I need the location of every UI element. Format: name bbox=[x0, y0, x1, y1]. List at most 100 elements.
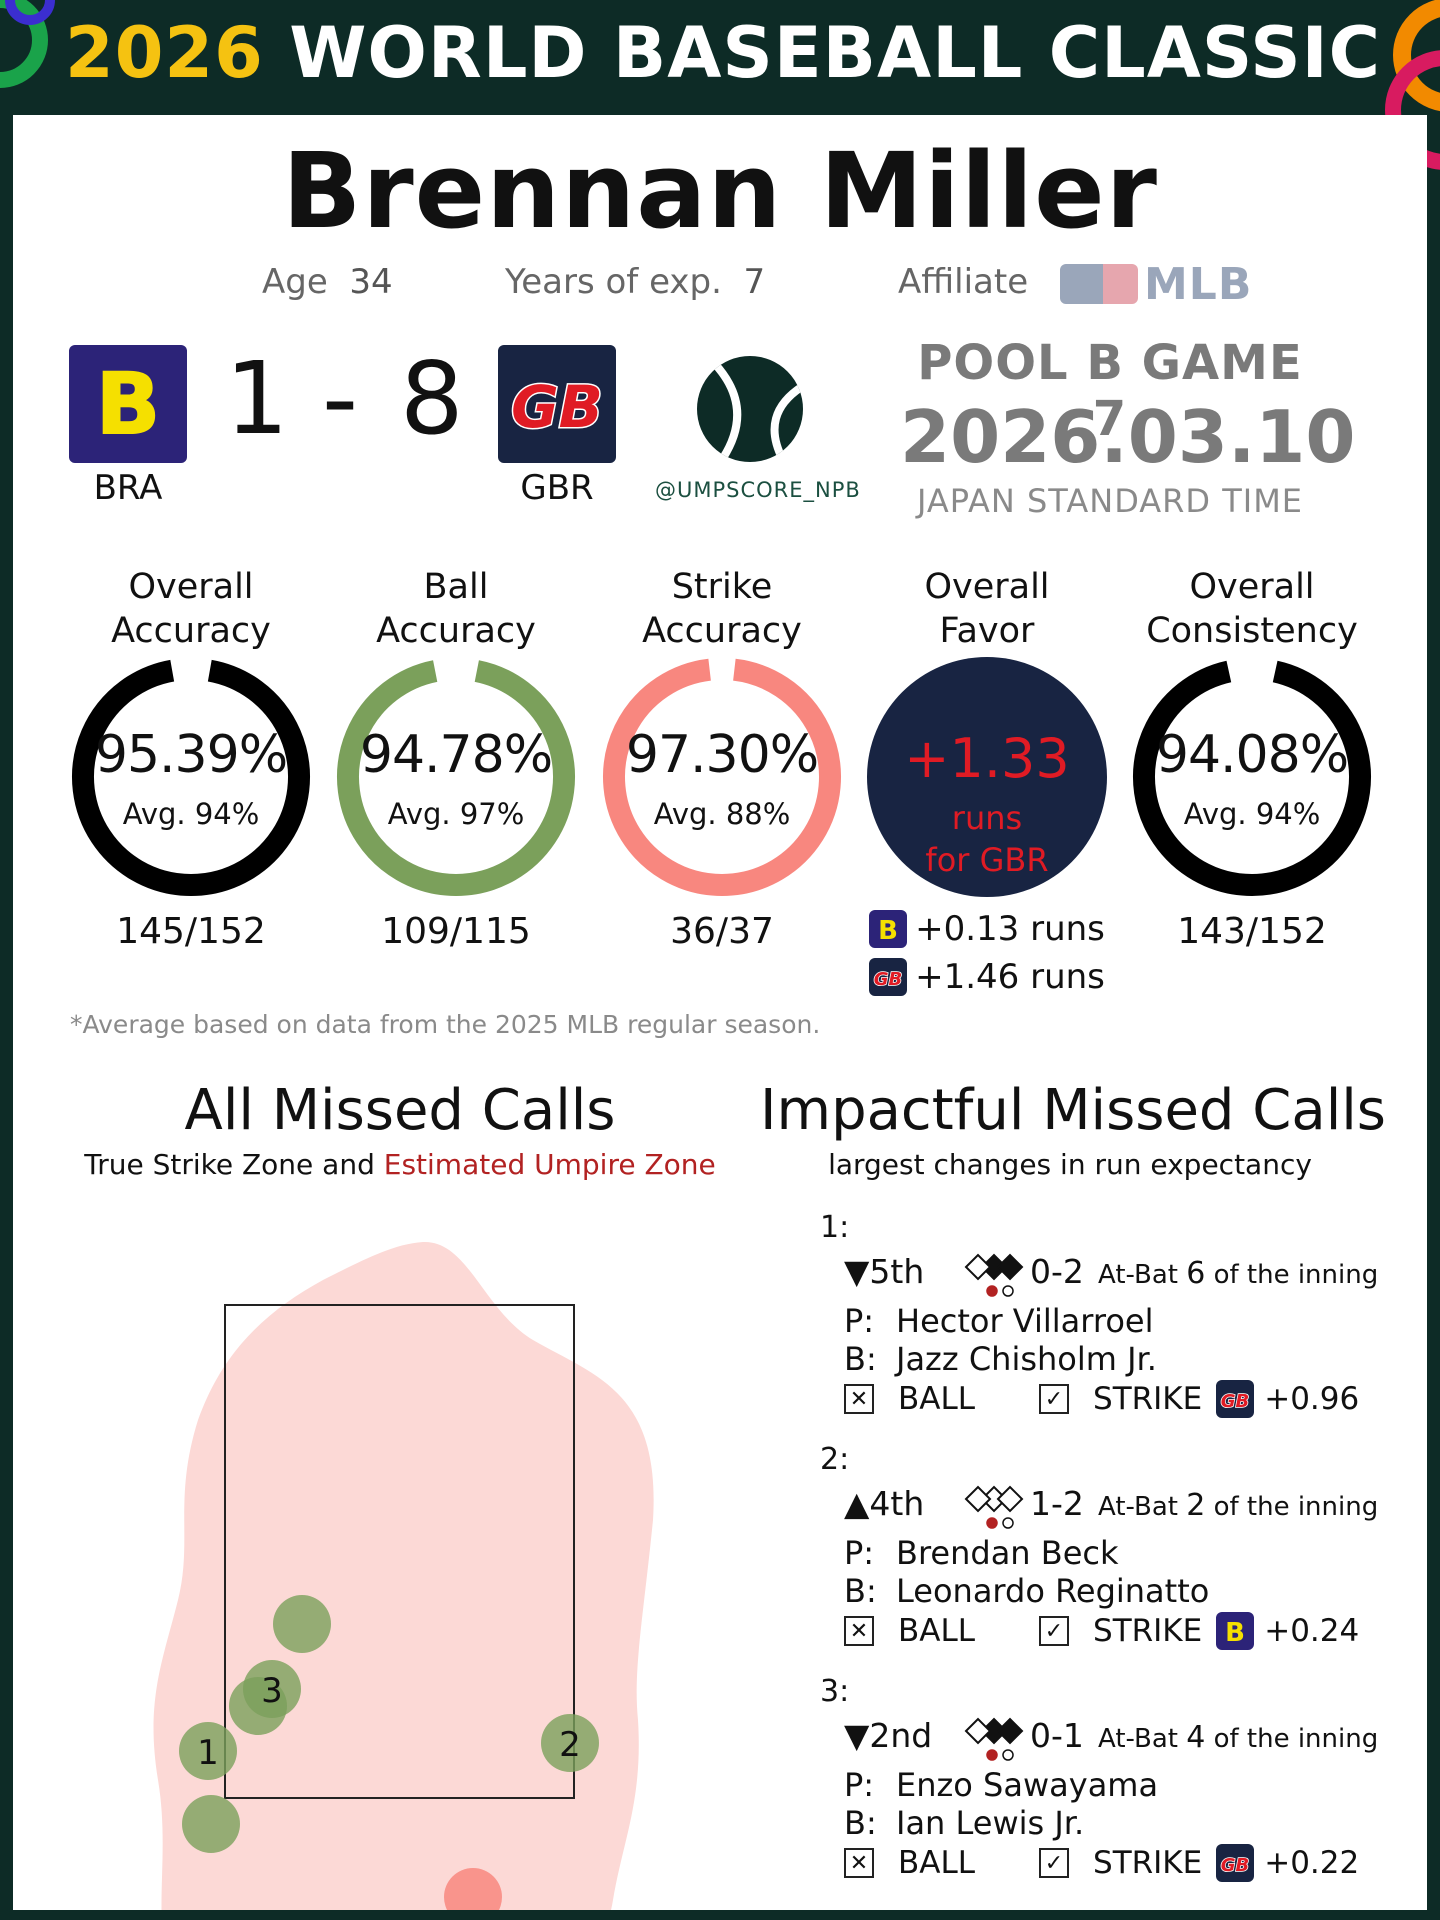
true-strike-zone bbox=[224, 1304, 575, 1799]
metric-overall-favor: Overall Favor +1.33 runs for GBR B +0.13 r… bbox=[862, 565, 1112, 997]
ring-arc bbox=[337, 660, 575, 896]
call-atbat: At-Bat 4 of the inning bbox=[1098, 1720, 1379, 1755]
bra-b-icon: B bbox=[95, 354, 161, 454]
metric-value: 94.78% bbox=[359, 725, 553, 785]
call-pitcher: P: Enzo Sawayama bbox=[844, 1766, 1159, 1804]
experience-label: Years of exp. bbox=[505, 262, 722, 302]
age-stat: Age 34 bbox=[262, 262, 393, 302]
age-label: Age bbox=[262, 262, 328, 302]
run-delta: +0.24 bbox=[1264, 1613, 1360, 1649]
call-inning: ▲4th bbox=[844, 1484, 925, 1523]
metric-average: Avg. 88% bbox=[653, 797, 791, 831]
favor-unit: runs for GBR bbox=[925, 799, 1049, 879]
social-handle: @UMPSCORE_NPB bbox=[655, 478, 861, 502]
umpscore-ball-icon bbox=[697, 356, 803, 462]
game-date: 2026.03.10 bbox=[900, 395, 1356, 479]
ring-progress bbox=[72, 659, 310, 896]
gbr-mini-logo: GB bbox=[1216, 1380, 1255, 1418]
base-runners-icon bbox=[964, 1717, 1024, 1761]
umpire-name: Brennan Miller bbox=[282, 130, 1158, 252]
call-result: ✕ BALL ✓ STRIKE GB +0.96 bbox=[844, 1380, 1359, 1418]
call-batter: B: Jazz Chisholm Jr. bbox=[844, 1340, 1157, 1378]
metric-value: 95.39% bbox=[94, 725, 288, 785]
x-box-icon: ✕ bbox=[844, 1848, 874, 1878]
favor-value: +1.33 bbox=[904, 727, 1070, 790]
missed-pitch bbox=[179, 1722, 237, 1780]
home-score: 8 bbox=[400, 340, 464, 457]
metric-average: Avg. 94% bbox=[122, 797, 260, 831]
run-delta: +0.96 bbox=[1264, 1381, 1360, 1417]
accuracy-ring: 97.30% Avg. 88% bbox=[602, 657, 842, 897]
gbr-gb-icon: GB bbox=[510, 372, 605, 443]
header-year: 2026 bbox=[65, 12, 264, 94]
gbr-mini-logo: GB bbox=[869, 958, 908, 996]
svg-text:GB: GB bbox=[1221, 1855, 1250, 1876]
deco-ring-right bbox=[1385, 0, 1440, 170]
check-box-icon: ✓ bbox=[1039, 1616, 1070, 1646]
deco-ring-left bbox=[0, 0, 55, 88]
missed-pitch bbox=[243, 1660, 301, 1718]
svg-text:B: B bbox=[878, 916, 898, 946]
strike-zone-plot: 1 2 3 bbox=[153, 1241, 654, 1910]
gbr-team-logo: GB bbox=[498, 345, 616, 463]
x-box-icon: ✕ bbox=[844, 1384, 874, 1414]
call-result: ✕ BALL ✓ STRIKE GB +0.22 bbox=[844, 1844, 1359, 1882]
base-runners-icon bbox=[964, 1253, 1024, 1297]
favor-circle: +1.33 runs for GBR bbox=[867, 657, 1107, 897]
metric-count: 145/152 bbox=[116, 911, 266, 952]
away-team-abbr: BRA bbox=[93, 468, 163, 508]
call-batter: B: Leonardo Reginatto bbox=[844, 1572, 1210, 1610]
call-result: ✕ BALL ✓ STRIKE B +0.24 bbox=[844, 1612, 1359, 1650]
mlb-logo-text: MLB bbox=[1144, 258, 1253, 310]
experience-value: 7 bbox=[743, 262, 766, 302]
experience-stat: Years of exp. 7 bbox=[505, 262, 765, 302]
missed-pitch bbox=[273, 1595, 331, 1653]
metric-strike-accuracy: Strike Accuracy 97.30% Avg. 88% 36/37 bbox=[597, 565, 847, 952]
metric-average: Avg. 94% bbox=[1183, 797, 1321, 831]
missed-calls-title: All Missed Calls bbox=[184, 1078, 616, 1143]
call-pitcher: P: Brendan Beck bbox=[844, 1534, 1119, 1572]
metric-average: Avg. 97% bbox=[387, 797, 525, 831]
metric-label: Ball Accuracy bbox=[376, 567, 536, 651]
call-batter: B: Ian Lewis Jr. bbox=[844, 1804, 1085, 1842]
missed-call-label-2: 2 bbox=[559, 1725, 581, 1765]
accuracy-ring: 95.39% Avg. 94% bbox=[71, 657, 311, 897]
call-number: 2: bbox=[820, 1442, 850, 1477]
timezone-label: JAPAN STANDARD TIME bbox=[916, 482, 1304, 520]
umpire-zone-label: Estimated Umpire Zone bbox=[383, 1148, 716, 1181]
x-box-icon: ✕ bbox=[844, 1616, 874, 1646]
metric-count: 36/37 bbox=[670, 911, 774, 952]
check-box-icon: ✓ bbox=[1039, 1384, 1070, 1414]
metric-count: 109/115 bbox=[381, 911, 531, 952]
ring-arc bbox=[72, 659, 310, 896]
ring-progress bbox=[1133, 660, 1371, 896]
ring-arc bbox=[1133, 660, 1371, 896]
pool-game-label: POOL B GAME 7 bbox=[917, 335, 1303, 447]
call-pitcher: P: Hector Villarroel bbox=[844, 1302, 1154, 1340]
call-count: 1-2 bbox=[1030, 1484, 1084, 1523]
header-bar: 2026 WORLD BASEBALL CLASSIC bbox=[0, 0, 1440, 170]
call-count: 0-1 bbox=[1030, 1716, 1084, 1755]
svg-text:GB: GB bbox=[874, 969, 903, 990]
bra-mini-logo: B bbox=[869, 910, 908, 948]
home-team-abbr: GBR bbox=[520, 468, 594, 508]
missed-calls-subtitle: True Strike Zone and Estimated Umpire Zo… bbox=[84, 1148, 716, 1181]
check-box-icon: ✓ bbox=[1039, 1848, 1070, 1878]
metric-value: 94.08% bbox=[1155, 725, 1349, 785]
favor-bra-row: B +0.13 runs bbox=[862, 909, 1112, 949]
favor-gbr-value: +1.46 runs bbox=[915, 957, 1105, 997]
svg-text:GB: GB bbox=[511, 373, 603, 441]
score-dash: - bbox=[322, 340, 359, 457]
metric-label: Overall Accuracy bbox=[111, 567, 271, 651]
svg-text:B: B bbox=[1225, 1618, 1245, 1648]
mlb-batter-icon bbox=[1060, 264, 1138, 304]
footnote: *Average based on data from the 2025 MLB… bbox=[70, 1010, 821, 1039]
metric-value: 97.30% bbox=[625, 725, 819, 785]
svg-text:B: B bbox=[96, 355, 160, 453]
missed-pitch-partial bbox=[444, 1868, 502, 1910]
base-runners-icon bbox=[964, 1485, 1024, 1529]
missed-pitch bbox=[541, 1714, 599, 1772]
metric-ball-accuracy: Ball Accuracy 94.78% Avg. 97% 109/115 bbox=[331, 565, 581, 952]
call-atbat: At-Bat 6 of the inning bbox=[1098, 1256, 1379, 1291]
away-score: 1 bbox=[225, 340, 289, 457]
